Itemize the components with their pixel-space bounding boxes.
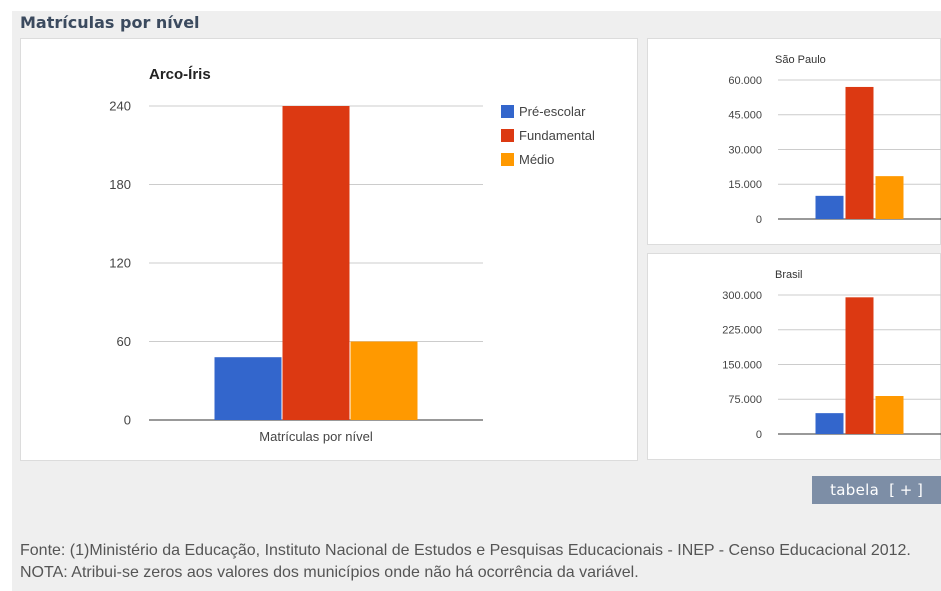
- y-tick-label: 240: [109, 99, 131, 114]
- bar-fundamental: [282, 106, 350, 420]
- bar-pr-escolar: [815, 195, 844, 219]
- legend-label: Pré-escolar: [519, 104, 586, 119]
- y-tick-label: 0: [124, 413, 131, 428]
- y-tick-label: 300.000: [722, 290, 762, 302]
- y-tick-label: 60: [117, 334, 131, 349]
- y-tick-label: 150.000: [722, 359, 762, 371]
- chart-brasil: Brasil 0 75.000 150.000 225.000 300.000: [722, 269, 941, 441]
- bar-fundamental: [845, 297, 874, 434]
- y-tick-label: 15.000: [728, 179, 762, 191]
- y-tick-label: 45.000: [728, 110, 762, 122]
- chart-title: Arco-Íris: [149, 66, 211, 83]
- source-footnote: Fonte: (1)Ministério da Educação, Instit…: [20, 542, 911, 581]
- bar-pr-escolar: [815, 413, 844, 434]
- bar-m-dio: [875, 396, 904, 434]
- y-tick-label: 30.000: [728, 144, 762, 156]
- legend-label: Fundamental: [519, 128, 595, 143]
- table-toggle-button[interactable]: tabela [ + ]: [812, 476, 941, 504]
- main-chart-card: Arco-Íris 0 60 120 180 240 Matrículas por níve…: [20, 38, 638, 461]
- y-tick-label: 120: [109, 256, 131, 271]
- bar-pr-escolar: [214, 357, 282, 420]
- chart-title: São Paulo: [775, 54, 826, 66]
- chart-title: Brasil: [775, 269, 803, 281]
- y-tick-label: 225.000: [722, 325, 762, 337]
- sao-paulo-chart-card: São Paulo 0 15.000 30.000 45.000 60.000: [647, 38, 941, 245]
- bar-fundamental: [845, 86, 874, 219]
- expand-plus-icon: [ + ]: [889, 481, 923, 499]
- bar-m-dio: [875, 176, 904, 219]
- section-title: Matrículas por nível: [20, 13, 200, 32]
- legend-swatch: [501, 153, 514, 166]
- y-tick-label: 60.000: [728, 75, 762, 87]
- bar-m-dio: [350, 341, 418, 420]
- y-tick-label: 0: [756, 214, 762, 226]
- legend-swatch: [501, 129, 514, 142]
- legend-swatch: [501, 105, 514, 118]
- brasil-chart-card: Brasil 0 75.000 150.000 225.000 300.000: [647, 253, 941, 460]
- x-axis-label: Matrículas por nível: [259, 429, 373, 444]
- y-tick-label: 0: [756, 429, 762, 441]
- y-tick-label: 75.000: [728, 394, 762, 406]
- y-tick-label: 180: [109, 177, 131, 192]
- legend-label: Médio: [519, 152, 554, 167]
- chart-sao-paulo: São Paulo 0 15.000 30.000 45.000 60.000: [728, 54, 941, 226]
- chart-arco-iris: Arco-Íris 0 60 120 180 240 Matrículas por níve…: [109, 66, 595, 444]
- table-button-label: tabela: [830, 481, 880, 499]
